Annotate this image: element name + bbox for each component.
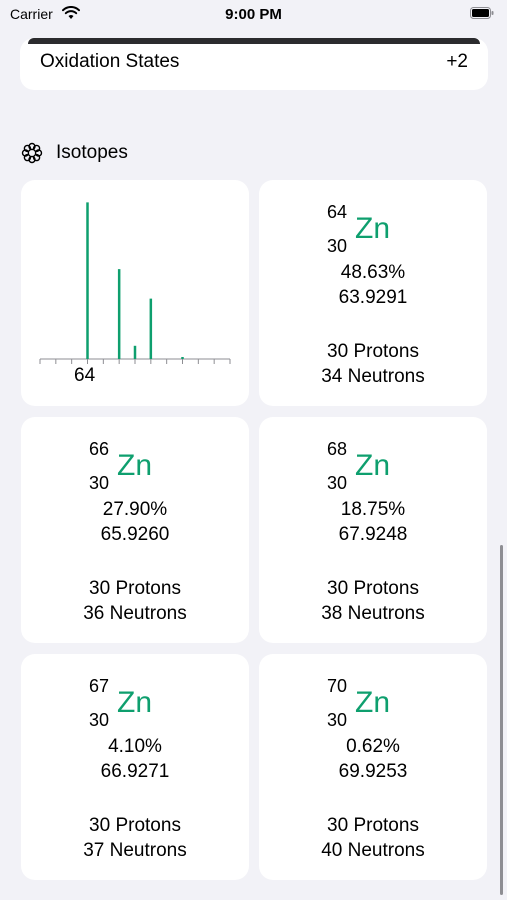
scrollbar[interactable] (500, 545, 503, 895)
isotope-card[interactable]: 68 30 Zn 18.75% 67.9248 30 Protons 38 Ne… (259, 417, 487, 643)
atomic-mass: 69.9253 (338, 761, 408, 782)
atomic-number: 30 (89, 710, 110, 730)
mass-number: 66 (89, 439, 110, 459)
element-symbol: Zn (355, 449, 391, 482)
atomic-number: 30 (89, 473, 110, 493)
element-symbol: Zn (117, 449, 153, 482)
wifi-icon (62, 6, 80, 19)
neutron-count: 38 Neutrons (321, 603, 425, 624)
isotopes-section-title: Isotopes (56, 142, 128, 163)
abundance: 4.10% (108, 736, 162, 757)
neutron-count: 40 Neutrons (321, 840, 425, 861)
atomic-number: 30 (327, 473, 348, 493)
carrier-label: Carrier (10, 6, 53, 22)
neutron-count: 34 Neutrons (321, 366, 425, 387)
element-symbol: Zn (355, 212, 391, 245)
neutron-count: 37 Neutrons (83, 840, 187, 861)
isotope-card[interactable]: 67 30 Zn 4.10% 66.9271 30 Protons 37 Neu… (21, 654, 249, 880)
atomic-mass: 65.9260 (100, 524, 170, 545)
isotope-notation: 68 30 Zn (327, 439, 447, 495)
proton-count: 30 Protons (327, 815, 419, 836)
atomic-mass: 63.9291 (338, 287, 408, 308)
isotope-notation: 67 30 Zn (89, 676, 209, 732)
mass-number: 67 (89, 676, 110, 696)
atomic-mass: 66.9271 (100, 761, 170, 782)
isotope-abundance-chart (39, 202, 231, 364)
isotope-notation: 64 30 Zn (327, 202, 447, 258)
abundance: 0.62% (346, 736, 400, 757)
abundance: 18.75% (340, 499, 406, 520)
proton-count: 30 Protons (89, 578, 181, 599)
oxidation-states-label: Oxidation States (40, 51, 180, 72)
status-bar: Carrier 9:00 PM (0, 0, 507, 34)
isotope-chart-card (21, 180, 249, 406)
atomic-number: 30 (327, 710, 348, 730)
status-time: 9:00 PM (225, 6, 282, 23)
battery-icon (470, 7, 494, 19)
atomic-mass: 67.9248 (338, 524, 408, 545)
isotope-card[interactable]: 66 30 Zn 27.90% 65.9260 30 Protons 36 Ne… (21, 417, 249, 643)
abundance: 27.90% (102, 499, 168, 520)
mass-number: 64 (327, 202, 348, 222)
abundance: 48.63% (340, 262, 406, 283)
oxidation-states-row: Oxidation States +2 (20, 38, 488, 90)
element-symbol: Zn (355, 686, 391, 719)
mass-number: 70 (327, 676, 348, 696)
isotope-card[interactable]: 64 30 Zn 48.63% 63.9291 30 Protons 34 Ne… (259, 180, 487, 406)
proton-count: 30 Protons (327, 341, 419, 362)
atom-icon (21, 142, 43, 164)
element-symbol: Zn (117, 686, 153, 719)
chart-tick-label: 64 (74, 365, 96, 386)
oxidation-states-value: +2 (446, 51, 468, 72)
proton-count: 30 Protons (327, 578, 419, 599)
isotope-card[interactable]: 70 30 Zn 0.62% 69.9253 30 Protons 40 Neu… (259, 654, 487, 880)
isotope-notation: 66 30 Zn (89, 439, 209, 495)
neutron-count: 36 Neutrons (83, 603, 187, 624)
proton-count: 30 Protons (89, 815, 181, 836)
isotope-notation: 70 30 Zn (327, 676, 447, 732)
mass-number: 68 (327, 439, 348, 459)
atomic-number: 30 (327, 236, 348, 256)
